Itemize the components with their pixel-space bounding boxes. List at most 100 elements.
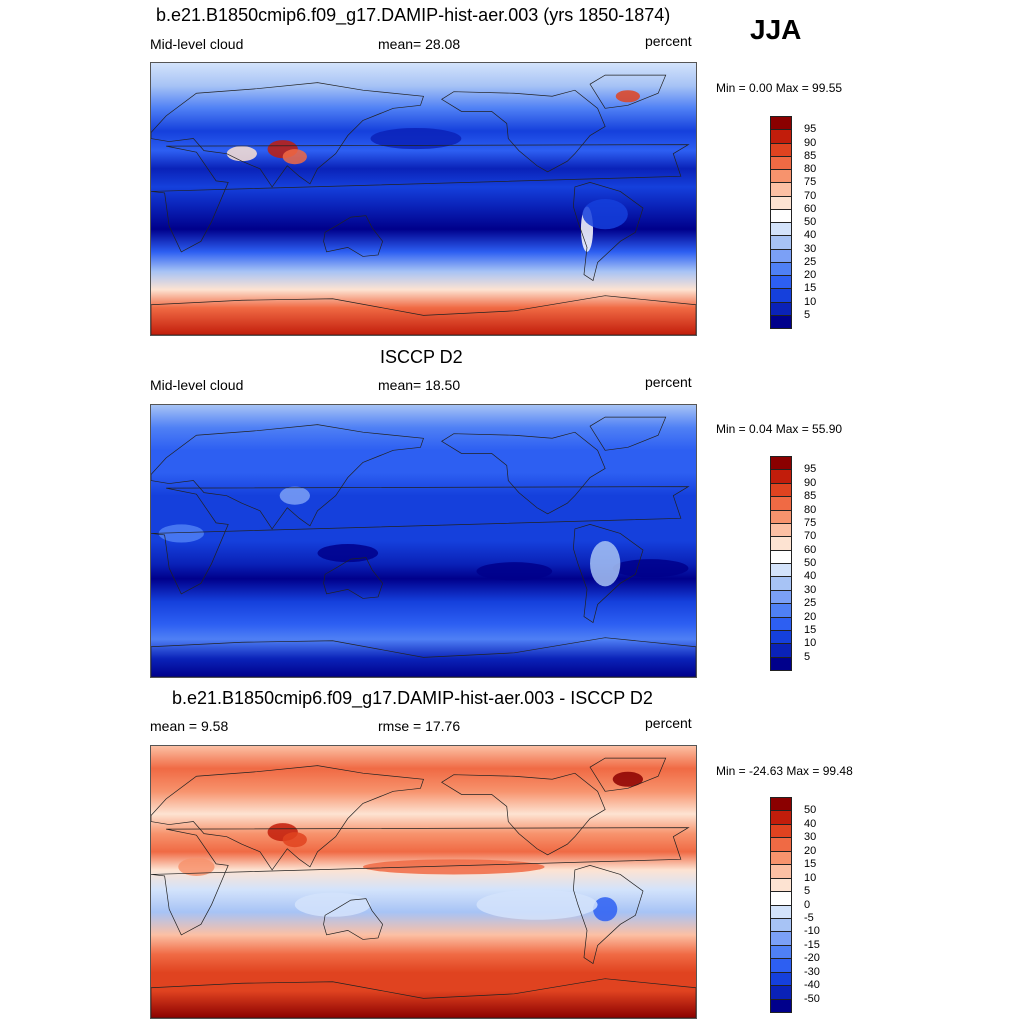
field-anomaly <box>593 897 618 922</box>
colorbar-tick-label: 60 <box>804 202 817 215</box>
colorbar-swatch <box>770 314 792 329</box>
colorbar-tick-label: 80 <box>804 163 817 175</box>
panel-1-colorbar: 5 10 15 20 25 30 40 50 60 70 75 80 85 90 95 <box>770 116 816 329</box>
colorbar-tick-label: 40 <box>804 570 817 583</box>
colorbar-tick-label: 30 <box>804 242 817 255</box>
field-anomaly <box>612 771 644 787</box>
colorbar-tick-label: 70 <box>804 530 817 543</box>
colorbar-tick-label: -15 <box>804 938 820 951</box>
coastline <box>151 486 690 595</box>
colorbar-tick-label: 15 <box>804 623 817 636</box>
zonal-field <box>151 405 696 677</box>
colorbar-swatch <box>770 522 792 538</box>
colorbar-tick-label: 40 <box>804 229 817 242</box>
panel-2-map <box>150 404 697 678</box>
colorbar-swatch <box>770 469 792 484</box>
colorbar-swatch <box>770 195 792 210</box>
colorbar-tick-label: 70 <box>804 189 817 202</box>
colorbar-swatch <box>770 985 792 1000</box>
field-anomaly <box>282 832 307 848</box>
panel-2-left-label: Mid-level cloud <box>150 377 244 393</box>
colorbar-tick-label: 10 <box>804 295 817 308</box>
colorbar-swatch <box>770 509 792 524</box>
colorbar-swatch <box>770 456 792 471</box>
coastline <box>151 424 424 530</box>
coastline <box>151 765 424 871</box>
colorbar-swatch <box>770 482 792 498</box>
colorbar-swatch <box>770 116 792 131</box>
panel-3-map <box>150 745 697 1019</box>
panel-2-min-max: Min = 0.04 Max = 55.90 <box>716 422 843 436</box>
field-anomaly <box>282 149 307 165</box>
field-anomaly <box>370 127 462 150</box>
colorbar-tick-label: 50 <box>804 804 817 817</box>
colorbar-swatch <box>770 603 792 618</box>
field-anomaly <box>317 544 379 563</box>
panel-2-units: percent <box>645 374 692 390</box>
panel-1-map <box>150 62 697 336</box>
field-anomaly <box>294 892 371 917</box>
colorbar-tick-label: 25 <box>804 255 817 268</box>
coastline <box>151 978 696 1018</box>
colorbar-tick-label: 10 <box>804 637 817 650</box>
colorbar-tick-label: -20 <box>804 952 820 965</box>
field-anomaly <box>226 146 257 162</box>
colorbar-tick-label: -10 <box>804 925 820 938</box>
colorbar-tick-label: 20 <box>804 844 817 857</box>
map-field <box>151 405 696 677</box>
colorbar-tick-label: 25 <box>804 597 817 610</box>
colorbar-swatch <box>770 629 792 645</box>
coastline <box>589 74 667 109</box>
colorbar-swatch <box>770 235 792 250</box>
panel-2-colorbar: 5 10 15 20 25 30 40 50 60 70 75 80 85 90 95 <box>770 456 816 671</box>
colorbar-swatch <box>770 549 792 564</box>
colorbar-tick-label: -40 <box>804 979 820 992</box>
zonal-field <box>151 63 696 335</box>
field-anomaly <box>476 562 553 581</box>
field-anomaly <box>158 524 204 543</box>
colorbar-swatch <box>770 142 792 157</box>
colorbar-swatch <box>770 797 792 812</box>
colorbar-swatch <box>770 850 792 866</box>
coastline <box>151 637 696 677</box>
colorbar-swatch <box>770 288 792 303</box>
map-field <box>151 63 696 335</box>
field-anomaly <box>362 859 545 875</box>
field-anomaly <box>178 857 215 876</box>
panel-3-mean: mean = 9.58 <box>150 718 229 734</box>
coastline <box>151 82 424 188</box>
colorbar-tick-label: 5 <box>804 885 811 898</box>
colorbar-tick-label: 30 <box>804 831 817 844</box>
panel-2-title: ISCCP D2 <box>380 347 463 367</box>
colorbar-tick-label: 15 <box>804 858 817 871</box>
colorbar-tick-label: 10 <box>804 871 817 884</box>
colorbar-swatch <box>770 998 792 1013</box>
colorbar-swatch <box>770 222 792 237</box>
panel-1-units: percent <box>645 33 692 49</box>
colorbar-swatch <box>770 958 792 973</box>
colorbar-tick-label: 75 <box>804 516 817 529</box>
coastline <box>589 757 667 792</box>
colorbar-swatch <box>770 931 792 946</box>
colorbar-tick-label: 85 <box>804 149 817 162</box>
colorbar-tick-label: 0 <box>804 898 811 911</box>
colorbar-swatch <box>770 837 792 852</box>
colorbar-tick-label: 30 <box>804 583 817 596</box>
field-anomaly <box>615 90 640 103</box>
colorbar-tick-label: 50 <box>804 216 817 228</box>
colorbar-swatch <box>770 864 792 879</box>
coastline <box>151 295 696 335</box>
colorbar-swatch <box>770 589 792 605</box>
panel-2-mean: mean= 18.50 <box>378 377 461 393</box>
coastline <box>573 524 644 624</box>
colorbar-tick-label: 20 <box>804 610 817 623</box>
field-anomaly <box>582 199 628 230</box>
colorbar-tick-label: 95 <box>804 123 817 136</box>
field-anomaly <box>476 889 598 920</box>
coastline <box>441 89 606 173</box>
colorbar-tick-label: 5 <box>804 308 811 321</box>
panel-3-title: b.e21.B1850cmip6.f09_g17.DAMIP-hist-aer.… <box>172 688 653 708</box>
coastline <box>323 898 384 940</box>
panel-1-min-max: Min = 0.00 Max = 99.55 <box>716 81 843 95</box>
colorbar-tick-label: 15 <box>804 282 817 295</box>
